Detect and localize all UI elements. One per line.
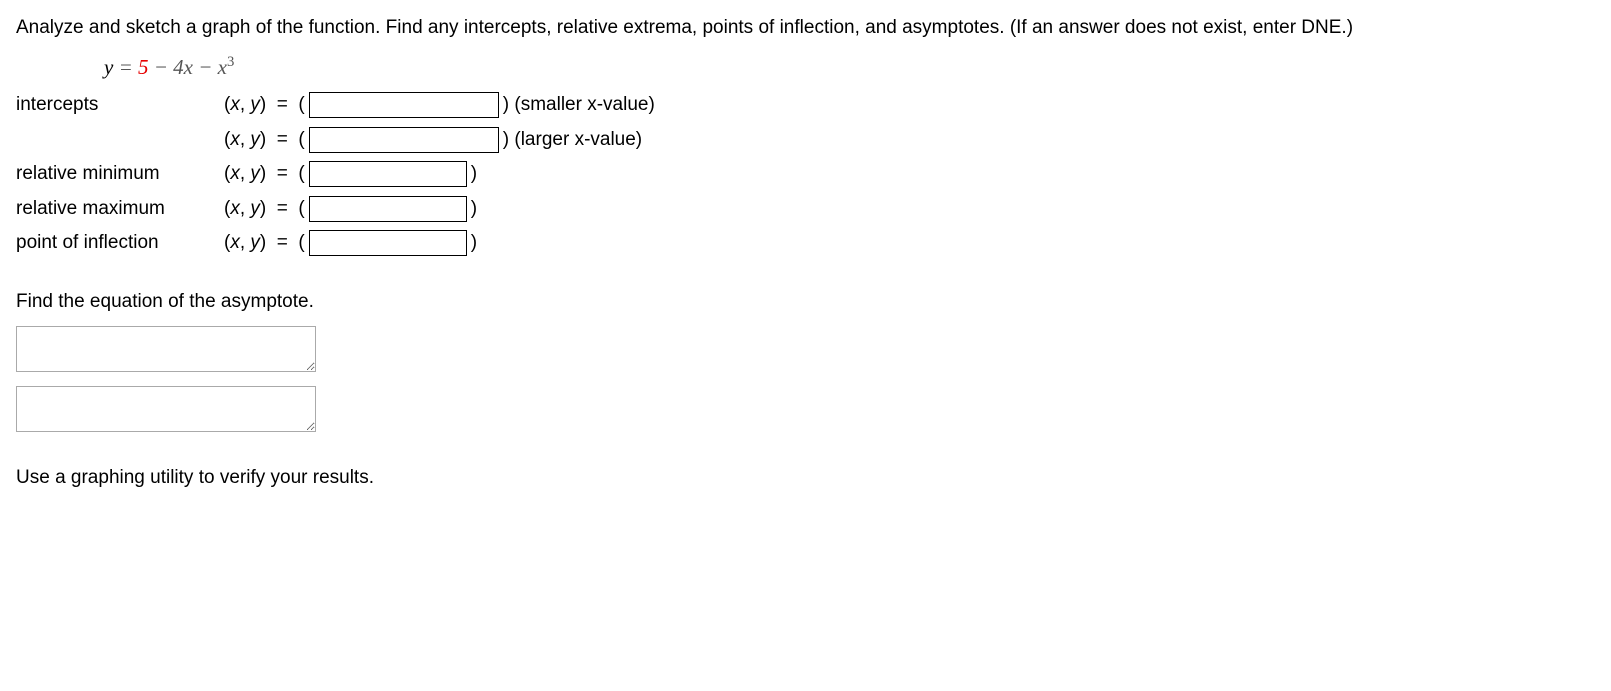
equation-minus1: − [149, 55, 174, 79]
suffix-inflection: ) [471, 229, 477, 258]
row-relative-minimum: relative minimum (x, y) = ( ) [16, 160, 1595, 189]
input-intercept-smaller[interactable] [309, 92, 499, 118]
equation-term2-base: x [218, 55, 227, 79]
label-rel-min: relative minimum [16, 160, 224, 189]
question-prompt: Analyze and sketch a graph of the functi… [16, 14, 1595, 43]
input-asymptote-1[interactable] [16, 326, 316, 372]
row-relative-maximum: relative maximum (x, y) = ( ) [16, 195, 1595, 224]
suffix-intercept-smaller: ) (smaller x-value) [503, 91, 655, 120]
xy-prefix: (x, y) = ( [224, 91, 305, 120]
label-inflection: point of inflection [16, 229, 224, 258]
xy-prefix: (x, y) = ( [224, 126, 305, 155]
equation-const: 5 [138, 55, 149, 79]
row-inflection: point of inflection (x, y) = ( ) [16, 229, 1595, 258]
xy-prefix: (x, y) = ( [224, 195, 305, 224]
verify-text: Use a graphing utility to verify your re… [16, 464, 1595, 493]
suffix-rel-min: ) [471, 160, 477, 189]
suffix-intercept-larger: ) (larger x-value) [503, 126, 642, 155]
equation-term1: 4x [173, 55, 193, 79]
input-intercept-larger[interactable] [309, 127, 499, 153]
equation-equals: = [113, 55, 138, 79]
equation-lhs: y [104, 55, 113, 79]
asymptote-heading: Find the equation of the asymptote. [16, 288, 1595, 317]
input-inflection[interactable] [309, 230, 467, 256]
input-rel-min[interactable] [309, 161, 467, 187]
equation-minus2: − [193, 55, 218, 79]
xy-prefix: (x, y) = ( [224, 160, 305, 189]
input-rel-max[interactable] [309, 196, 467, 222]
label-rel-max: relative maximum [16, 195, 224, 224]
equation-term2-exp: 3 [227, 54, 234, 70]
input-asymptote-2[interactable] [16, 386, 316, 432]
row-intercept-larger: (x, y) = ( ) (larger x-value) [16, 126, 1595, 155]
label-intercepts: intercepts [16, 91, 224, 120]
row-intercept-smaller: intercepts (x, y) = ( ) (smaller x-value… [16, 91, 1595, 120]
xy-prefix: (x, y) = ( [224, 229, 305, 258]
equation-display: y = 5 − 4x − x3 [104, 51, 1595, 84]
suffix-rel-max: ) [471, 195, 477, 224]
